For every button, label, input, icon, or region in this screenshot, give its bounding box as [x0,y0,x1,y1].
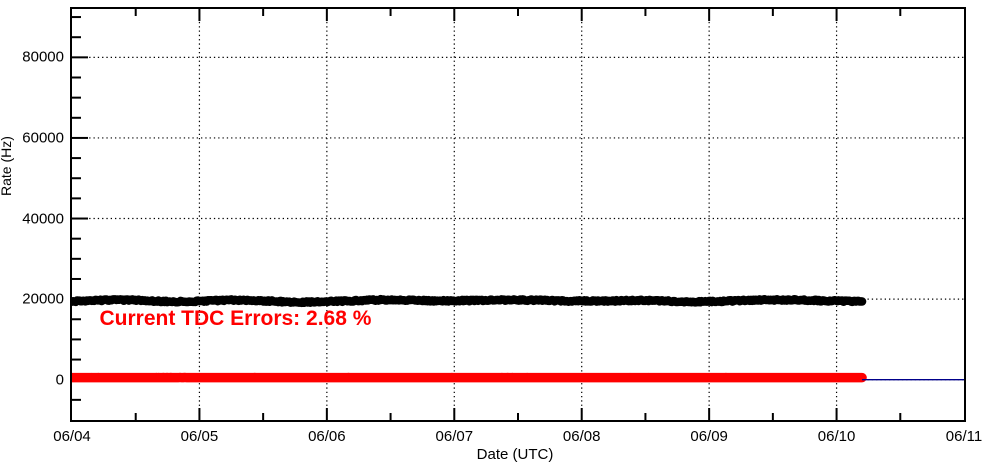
data-series-layer [72,294,964,383]
y-tick-label: 40000 [22,210,64,228]
x-tick-label: 06/05 [180,428,219,445]
tdc-error-annotation: Current TDC Errors: 2.68 % [99,307,372,331]
y-tick-label: 80000 [22,48,64,66]
x-axis-tick-labels: 06/04 06/05 06/06 06/07 06/08 06/09 06/10 06/11 [53,422,982,448]
y-axis-tick-labels: 0 20000 40000 60000 80000 [0,7,70,422]
y-tick-label: 20000 [22,290,64,308]
x-tick-label: 06/07 [435,428,474,445]
x-tick-label: 06/11 [945,428,983,445]
y-tick-label: 0 [55,371,64,389]
x-tick-label: 06/08 [562,428,601,445]
x-tick-label: 06/04 [53,428,91,445]
y-tick-label: 60000 [22,129,64,147]
x-axis-title: Date (UTC) [476,446,554,463]
plot-area: Current TDC Errors: 2.68 % [70,7,966,422]
x-tick-label: 06/09 [690,428,728,445]
x-tick-label: 06/06 [308,428,346,445]
x-tick-label: 06/10 [817,428,856,445]
